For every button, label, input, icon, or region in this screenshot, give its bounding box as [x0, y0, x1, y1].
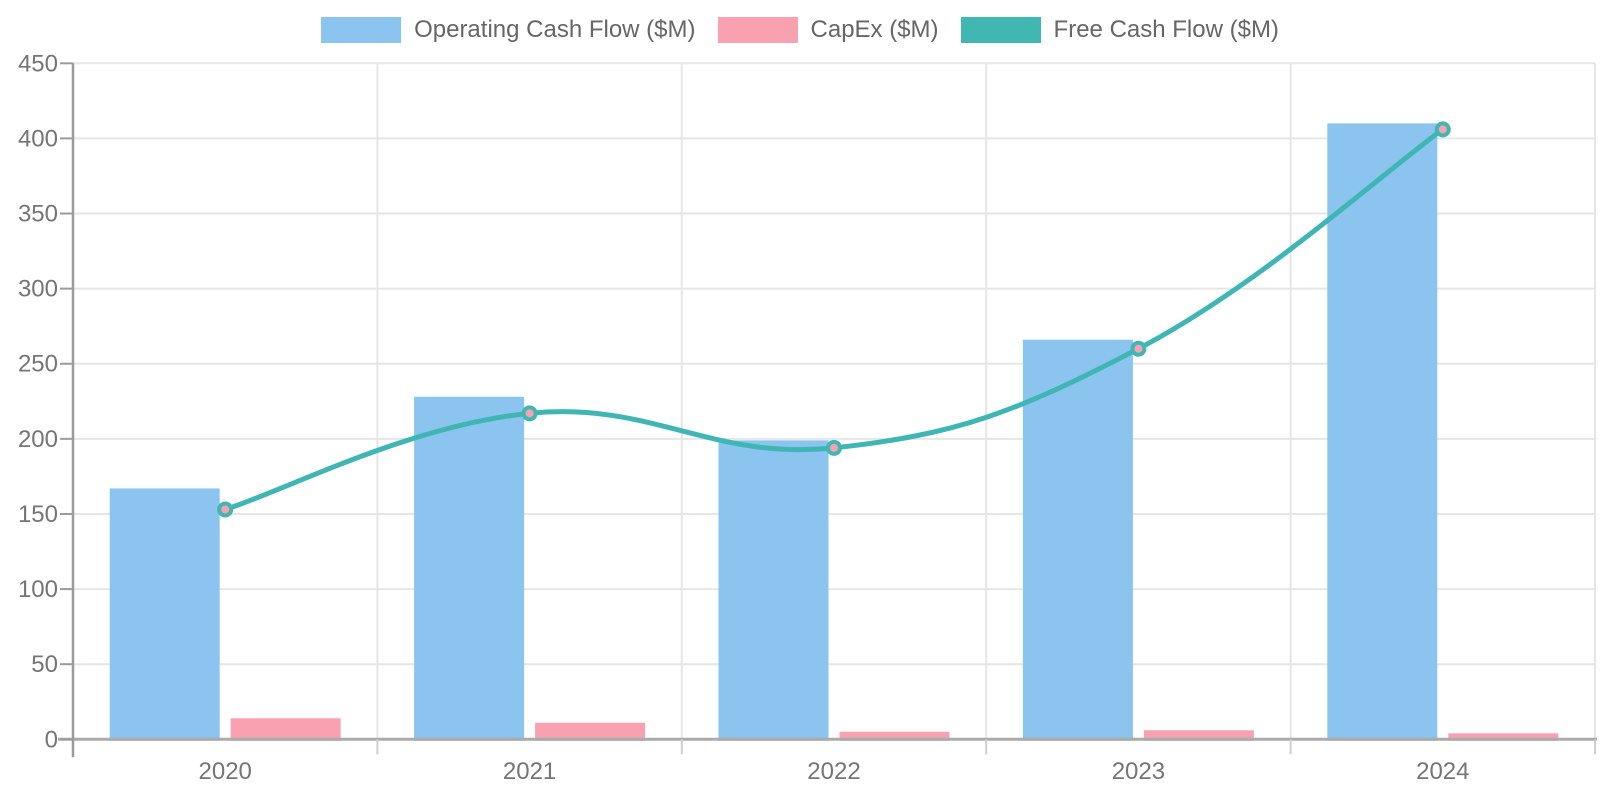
free-cash-flow-point-2020[interactable] [217, 501, 234, 518]
y-axis-tick-label-200: 200 [18, 426, 58, 453]
legend-swatch-capex-icon [717, 17, 798, 43]
y-axis-tick-label-300: 300 [18, 276, 58, 303]
legend-item-capex[interactable]: CapEx ($M) [717, 16, 939, 44]
x-axis-tick-label-2020: 2020 [199, 758, 252, 785]
legend-swatch-free-cash-flow-icon [960, 17, 1041, 43]
operating-cash-flow-bar-2021[interactable] [414, 396, 525, 741]
free-cash-flow-point-2023[interactable] [1130, 340, 1147, 357]
y-axis-tick-label-50: 50 [31, 651, 58, 678]
operating-cash-flow-bar-2020[interactable] [109, 488, 220, 741]
free-cash-flow-point-2021[interactable] [521, 405, 538, 422]
legend-label-operating-cash-flow: Operating Cash Flow ($M) [414, 16, 696, 43]
x-axis-tick-label-2022: 2022 [807, 758, 860, 785]
legend-item-operating-cash-flow[interactable]: Operating Cash Flow ($M) [321, 16, 696, 44]
x-axis-tick-label-2024: 2024 [1416, 758, 1469, 785]
y-axis-tick-label-350: 350 [18, 201, 58, 228]
capex-bar-2022[interactable] [839, 731, 950, 741]
capex-bar-2020[interactable] [230, 718, 341, 741]
legend-swatch-operating-cash-flow-icon [321, 17, 402, 43]
operating-cash-flow-bar-2022[interactable] [718, 440, 829, 741]
x-axis-tick-label-2021: 2021 [503, 758, 556, 785]
operating-cash-flow-bar-2024[interactable] [1327, 123, 1438, 741]
legend-label-capex: CapEx ($M) [810, 16, 939, 43]
free-cash-flow-point-2024[interactable] [1434, 121, 1451, 138]
chart-legend: Operating Cash Flow ($M) CapEx ($M) Free… [0, 16, 1600, 44]
legend-item-free-cash-flow[interactable]: Free Cash Flow ($M) [960, 16, 1279, 44]
free-cash-flow-point-2022[interactable] [826, 439, 842, 456]
operating-cash-flow-bar-2023[interactable] [1022, 339, 1133, 741]
y-axis-tick-label-100: 100 [18, 576, 58, 603]
y-axis-tick-label-250: 250 [18, 351, 58, 378]
y-axis-tick-label-400: 400 [18, 125, 58, 152]
y-axis-tick-label-0: 0 [45, 726, 58, 753]
x-axis-tick-label-2023: 2023 [1112, 758, 1165, 785]
y-axis-tick-label-450: 450 [18, 50, 58, 77]
legend-label-free-cash-flow: Free Cash Flow ($M) [1053, 16, 1279, 43]
capex-bar-2021[interactable] [535, 722, 646, 741]
y-axis-tick-label-150: 150 [18, 501, 58, 528]
capex-bar-2023[interactable] [1143, 730, 1254, 741]
capex-bar-2024[interactable] [1448, 733, 1559, 741]
